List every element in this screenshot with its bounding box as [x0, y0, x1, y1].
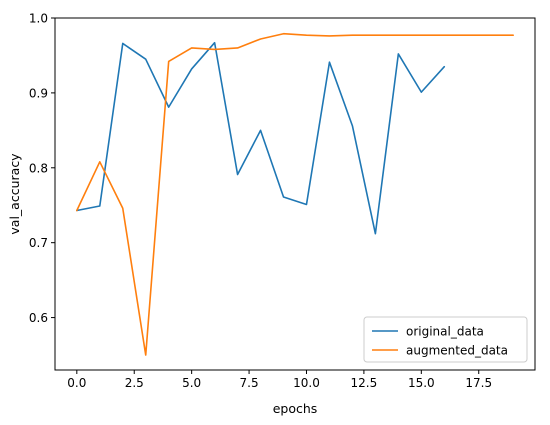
x-tick-label: 2.5 — [125, 376, 144, 390]
x-tick-label: 0.0 — [67, 376, 86, 390]
series-line-original-data — [76, 41, 446, 235]
x-axis-ticks: 0.0 2.5 5.0 7.5 10.0 12.5 15.0 17.5 — [67, 370, 492, 390]
y-tick-label: 0.6 — [29, 311, 48, 325]
x-tick-label: 10.0 — [293, 376, 320, 390]
x-tick-label: 5.0 — [182, 376, 201, 390]
legend-box — [363, 316, 528, 363]
y-axis-title: val_accuracy — [7, 153, 22, 235]
y-axis-ticks: 0.6 0.7 0.8 0.9 1.0 — [29, 12, 55, 325]
legend: original_data augmented_data — [363, 316, 528, 363]
series-line-augmented-data — [76, 32, 514, 356]
y-tick-label: 0.9 — [29, 86, 48, 100]
x-tick-label: 12.5 — [351, 376, 378, 390]
x-axis-title: epochs — [273, 401, 318, 416]
x-tick-label: 17.5 — [465, 376, 492, 390]
y-tick-label: 1.0 — [29, 12, 48, 26]
series-layer — [76, 32, 514, 356]
x-tick-label: 15.0 — [408, 376, 435, 390]
legend-label-augmented-data: augmented_data — [406, 344, 508, 358]
legend-label-original-data: original_data — [406, 325, 484, 339]
y-tick-label: 0.7 — [29, 236, 48, 250]
y-tick-label: 0.8 — [29, 161, 48, 175]
x-tick-label: 7.5 — [240, 376, 259, 390]
plot-frame — [54, 17, 536, 371]
